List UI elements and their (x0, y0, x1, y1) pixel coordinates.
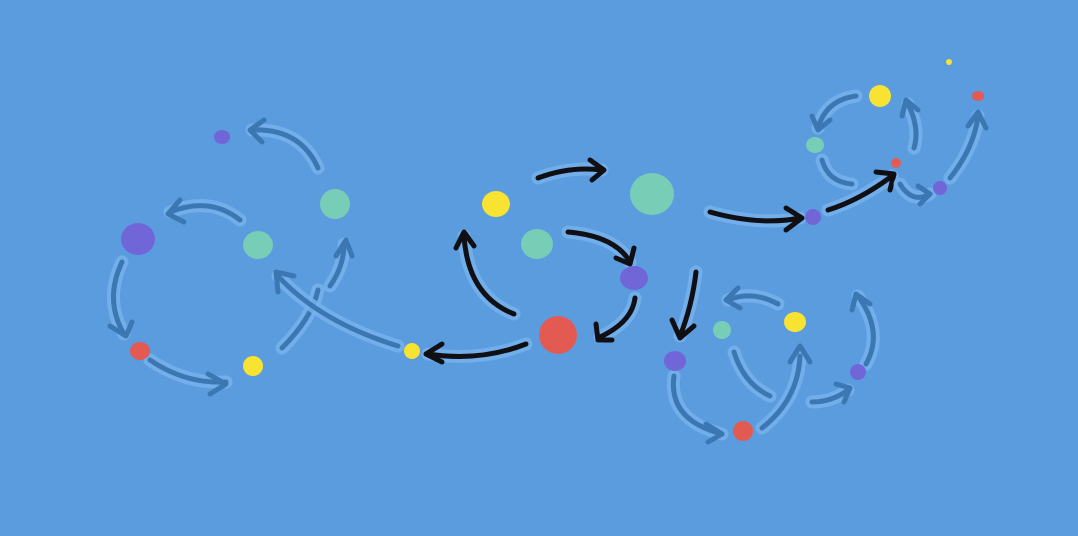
arrow-stroke (593, 321, 615, 343)
dot-teal-lower-right (713, 321, 731, 339)
arrow-stroke (815, 93, 859, 131)
arrow-stroke (279, 287, 321, 351)
dot-purple-upper-right (805, 209, 821, 225)
arrow-stroke (107, 319, 135, 339)
arrow-stroke (899, 97, 921, 119)
arrow-stroke (855, 293, 876, 367)
arrow-top-center (535, 166, 605, 181)
arrow-stroke (703, 421, 725, 445)
dot-yellow-lower-right (784, 312, 806, 332)
dot-purple-left-small (214, 130, 230, 144)
arrow-stroke (423, 341, 445, 365)
arrow-stroke (873, 169, 897, 193)
arrow-stroke (727, 345, 777, 403)
arrow-stroke (723, 285, 743, 311)
dot-teal-center-big (630, 173, 674, 215)
dot-purple-lower-right-small (850, 364, 866, 380)
dot-teal-left-upper (320, 189, 350, 219)
arrow-red-to-left (425, 341, 529, 359)
arrow-stroke (819, 157, 855, 187)
arrow-stroke (249, 127, 321, 171)
arrow-stroke (915, 183, 933, 207)
arrow-stroke (669, 317, 697, 341)
arrow-stroke (273, 269, 297, 295)
dot-yellow-center (482, 191, 510, 217)
arrow-stroke (725, 293, 781, 307)
arrow-stroke (275, 273, 401, 349)
arrow-stroke (783, 205, 805, 233)
arrow-stroke (809, 113, 833, 133)
arrow-purple-to-red (597, 295, 638, 340)
dot-yellow-left-bridge (404, 343, 420, 359)
arrow-stroke (613, 245, 637, 267)
upper-right-cycle (805, 59, 989, 225)
arrow-stroke (167, 203, 243, 223)
arrow-stroke (165, 197, 187, 225)
arrow-stroke (333, 237, 355, 259)
dot-red-center (539, 316, 577, 354)
left-cycle (107, 117, 420, 397)
dot-purple-left-big (121, 223, 155, 255)
arrow-red-to-yellow (461, 233, 517, 317)
dot-purple-center (620, 266, 648, 290)
arrow-stroke (947, 113, 981, 181)
arrow-stroke (809, 387, 851, 405)
arrow-teal-to-purple (565, 229, 633, 265)
arrow-stroke (205, 371, 229, 397)
arrow-stroke (247, 117, 267, 145)
arrow-stroke (587, 157, 607, 183)
arrow-stroke (787, 343, 813, 365)
dot-red-left (130, 342, 150, 360)
arrow-stroke (965, 109, 989, 131)
dot-teal-left (243, 231, 273, 259)
arrow-stroke (731, 349, 773, 399)
dot-yellow-left (243, 356, 263, 376)
arrow-to-upper-right (707, 209, 803, 224)
dot-red-lower-right (733, 421, 753, 441)
dot-red-far-right (972, 91, 984, 101)
arrow-purple-to-red-upper (825, 173, 895, 213)
dot-teal-center (521, 229, 553, 259)
dot-yellow-far-right (946, 59, 952, 65)
arrow-stroke (670, 373, 725, 437)
lower-right-cycle (664, 285, 880, 445)
arrow-stroke (905, 101, 919, 151)
dot-purple-lower-right (664, 351, 686, 371)
dot-red-upper-right (891, 158, 901, 168)
arrow-stroke (833, 381, 853, 405)
arrow-stroke (759, 353, 803, 431)
central-cycle (421, 157, 899, 365)
dot-yellow-upper-right (869, 85, 891, 107)
arrow-to-lower-right (677, 269, 699, 339)
dot-purple-upper-right-small (933, 181, 947, 195)
arrow-stroke (111, 259, 127, 337)
arrow-stroke (453, 229, 477, 251)
arrow-stroke (849, 291, 873, 313)
dot-teal-upper-right (806, 137, 824, 153)
